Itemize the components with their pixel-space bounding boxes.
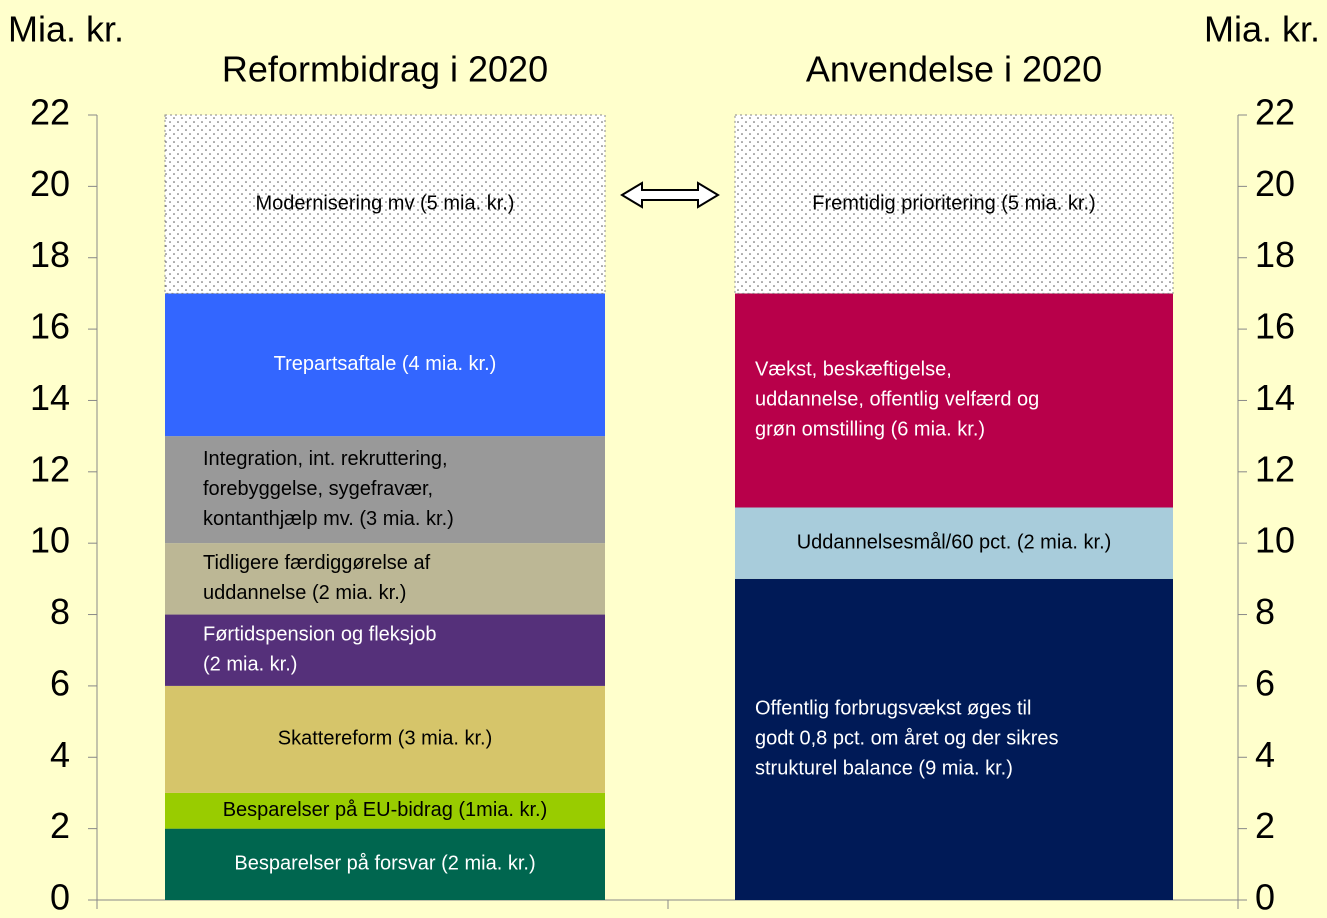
bar-segment (165, 828, 605, 900)
bar-segment (165, 543, 605, 615)
segment-label: Integration, int. rekruttering, (203, 448, 448, 470)
y-tick-label: 14 (1255, 377, 1295, 418)
y-tick-label: 18 (30, 234, 70, 275)
y-tick-label: 10 (1255, 520, 1295, 561)
segment-label: Fremtidig prioritering (5 mia. kr.) (812, 192, 1095, 214)
segment-label: Uddannelsesmål/60 pct. (2 mia. kr.) (797, 531, 1112, 553)
bar-segment (165, 792, 605, 829)
y-tick-label: 0 (50, 877, 70, 918)
segment-label: Offentlig forbrugsvækst øges til (755, 698, 1031, 720)
segment-label: grøn omstilling (6 mia. kr.) (755, 419, 985, 441)
y-tick-label: 18 (1255, 234, 1295, 275)
bar-segment (165, 436, 605, 544)
y-tick-label: 14 (30, 377, 70, 418)
bar-segment (735, 578, 1173, 900)
y-tick-label: 4 (50, 734, 70, 775)
bar-title: Reformbidrag i 2020 (222, 49, 548, 90)
y-axis-label-left: Mia. kr. (8, 9, 124, 50)
segment-label: godt 0,8 pct. om året og der sikres (755, 728, 1059, 750)
segment-label: uddannelse, offentlig velfærd og (755, 389, 1039, 411)
segment-label: Skattereform (3 mia. kr.) (278, 728, 493, 750)
y-tick-label: 10 (30, 520, 70, 561)
y-tick-label: 6 (1255, 662, 1275, 703)
y-tick-label: 2 (1255, 805, 1275, 846)
segment-label: strukturel balance (9 mia. kr.) (755, 758, 1013, 780)
y-tick-label: 20 (30, 163, 70, 204)
y-axis-label-right: Mia. kr. (1204, 9, 1320, 50)
bar-segment (165, 293, 605, 437)
y-tick-label: 4 (1255, 734, 1275, 775)
y-tick-label: 0 (1255, 877, 1275, 918)
segment-label: uddannelse (2 mia. kr.) (203, 582, 406, 604)
bar-segment (734, 114, 1174, 294)
y-tick-label: 12 (30, 448, 70, 489)
y-tick-label: 12 (1255, 448, 1295, 489)
segment-label: kontanthjælp mv. (3 mia. kr.) (203, 508, 454, 530)
segment-label: Trepartsaftale (4 mia. kr.) (274, 353, 497, 375)
y-tick-label: 20 (1255, 163, 1295, 204)
segment-label: Besparelser på forsvar (2 mia. kr.) (234, 853, 535, 875)
bar-segment (164, 114, 606, 294)
segment-label: Vækst, beskæftigelse, (755, 359, 952, 381)
segment-label: Besparelser på EU-bidrag (1mia. kr.) (223, 799, 548, 821)
segment-label: Førtidspension og fleksjob (203, 624, 436, 646)
double-arrow (620, 181, 720, 209)
bar-segment (165, 685, 605, 793)
segment-label: Tidligere færdiggørelse af (203, 552, 431, 574)
segment-label: Modernisering mv (5 mia. kr.) (256, 192, 515, 214)
y-tick-label: 6 (50, 662, 70, 703)
y-tick-label: 16 (1255, 306, 1295, 347)
y-tick-label: 2 (50, 805, 70, 846)
bar-segment (735, 507, 1173, 579)
bar-title: Anvendelse i 2020 (806, 49, 1102, 90)
y-tick-label: 16 (30, 306, 70, 347)
bar-segment (735, 293, 1173, 508)
segment-label: forebyggelse, sygefravær, (203, 478, 433, 500)
y-tick-label: 8 (1255, 591, 1275, 632)
y-tick-label: 22 (1255, 92, 1295, 133)
y-tick-label: 22 (30, 92, 70, 133)
y-tick-label: 8 (50, 591, 70, 632)
segment-label: (2 mia. kr.) (203, 654, 297, 676)
bar-segment (165, 614, 605, 686)
